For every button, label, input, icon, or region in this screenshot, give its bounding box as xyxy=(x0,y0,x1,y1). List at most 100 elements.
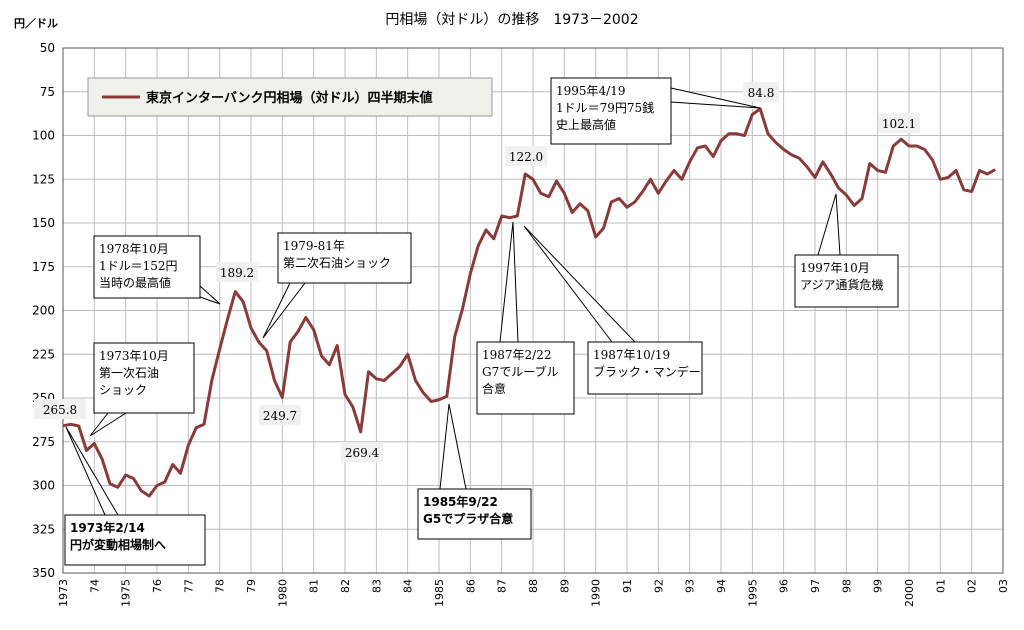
x-tick-label: 1995 xyxy=(746,579,759,607)
data-label: 122.0 xyxy=(509,150,543,164)
x-tick-label: 02 xyxy=(966,579,979,593)
x-tick-label: 1985 xyxy=(433,579,446,607)
callout-pointer xyxy=(65,426,119,516)
annotation-text: 1985年9/22 xyxy=(423,494,498,509)
y-tick-label: 175 xyxy=(32,260,55,274)
annotation-text: 1ドル＝79円75銭 xyxy=(556,100,654,115)
annotation-text: 円が変動相場制へ xyxy=(70,537,166,552)
x-tick-label: 99 xyxy=(872,579,885,593)
annotation-text: 1987年10/19 xyxy=(593,348,670,362)
legend-label: 東京インターバンク円相場（対ドル）四半期末値 xyxy=(146,90,433,106)
x-tick-label: 03 xyxy=(997,579,1010,593)
callout-pointer xyxy=(499,221,519,343)
annotation-text: 1979-81年 xyxy=(283,239,345,253)
x-tick-label: 81 xyxy=(308,579,321,593)
y-tick-label: 225 xyxy=(32,347,55,361)
annotation-callout: 1987年10/19 ブラック・マンデー xyxy=(523,225,703,395)
annotation-text: 史上最高値 xyxy=(556,117,616,132)
annotation-text: G5でプラザ合意 xyxy=(423,511,513,526)
data-label-bg xyxy=(878,113,920,133)
x-tick-label: 93 xyxy=(684,579,697,593)
x-tick-label: 01 xyxy=(934,579,947,593)
x-tick-label: 74 xyxy=(88,579,101,593)
callout-box xyxy=(550,77,672,145)
x-tick-label: 94 xyxy=(715,579,728,593)
annotation-text: 1997年10月 xyxy=(800,261,870,275)
annotation-text: ショック xyxy=(99,383,147,397)
chart-title: 円相場（対ドル）の推移 1973－2002 xyxy=(385,12,638,28)
data-label-bg xyxy=(259,405,301,425)
y-tick-label: 125 xyxy=(32,172,55,186)
y-tick-label: 350 xyxy=(32,566,55,580)
data-label: 249.7 xyxy=(263,409,297,423)
annotation-text: 1ドル＝152円 xyxy=(99,259,178,273)
x-tick-label: 88 xyxy=(527,579,540,593)
callout-pointer xyxy=(439,403,467,490)
y-tick-label: 275 xyxy=(32,435,55,449)
x-tick-label: 97 xyxy=(809,579,822,593)
data-label: 265.8 xyxy=(43,403,77,417)
y-tick-label: 100 xyxy=(32,129,55,143)
x-tick-label: 1975 xyxy=(120,579,133,607)
x-tick-label: 76 xyxy=(151,579,164,593)
x-tick-label: 1973 xyxy=(57,579,70,607)
legend-box xyxy=(87,77,493,117)
x-tick-label: 77 xyxy=(182,579,195,593)
x-tick-label: 2000 xyxy=(903,579,916,607)
y-tick-label: 325 xyxy=(32,522,55,536)
callout-box xyxy=(476,341,575,415)
annotation-text: 第一次石油 xyxy=(99,366,159,380)
x-tick-label: 83 xyxy=(370,579,383,593)
x-tick-label: 92 xyxy=(652,579,665,593)
annotation-text: 1973年10月 xyxy=(99,349,169,363)
annotation-text: アジア通貨危機 xyxy=(800,277,884,292)
x-tick-label: 82 xyxy=(339,579,352,593)
callout-box xyxy=(93,342,195,414)
legend: 東京インターバンク円相場（対ドル）四半期末値 xyxy=(87,77,493,117)
x-tick-label: 84 xyxy=(402,579,415,593)
annotation-text: 第二次石油ショック xyxy=(283,256,391,270)
x-tick-label: 98 xyxy=(840,579,853,593)
annotation-text: 合意 xyxy=(482,381,506,396)
x-tick-label: 96 xyxy=(778,579,791,593)
callout-pointer xyxy=(89,412,128,437)
y-tick-label: 200 xyxy=(32,304,55,318)
annotation-text: 1995年4/19 xyxy=(556,84,626,98)
annotation-text: ブラック・マンデー xyxy=(593,364,701,379)
annotation-text: G7でルーブル xyxy=(482,364,559,379)
data-label-bg xyxy=(34,399,86,419)
data-label: 84.8 xyxy=(748,86,775,100)
series-line-usdjpy xyxy=(62,107,996,498)
data-label-bg xyxy=(216,262,258,282)
x-tick-label: 1990 xyxy=(590,579,603,607)
x-tick-label: 89 xyxy=(558,579,571,593)
y-tick-label: 75 xyxy=(40,85,55,99)
gridlines xyxy=(62,47,1004,574)
data-label-bg xyxy=(341,442,383,462)
x-tick-label: 78 xyxy=(214,579,227,593)
y-tick-label: 300 xyxy=(32,479,55,493)
plot-frame xyxy=(62,47,1004,574)
annotation-text: 1987年2/22 xyxy=(482,348,552,362)
annotation-text: 当時の最高値 xyxy=(99,275,171,290)
y-unit-label: 円／ドル xyxy=(14,17,58,30)
x-tick-label: 87 xyxy=(496,579,509,593)
callout-box xyxy=(587,341,703,395)
annotation-callout: 1985年9/22 G5でプラザ合意 xyxy=(417,403,532,540)
y-tick-label: 150 xyxy=(32,216,55,230)
callout-box xyxy=(64,514,206,566)
annotation-text: 1973年2/14 xyxy=(70,520,145,535)
y-tick-label: 50 xyxy=(40,41,55,55)
callout-pointer xyxy=(199,284,221,305)
data-label: 189.2 xyxy=(220,266,254,280)
x-tick-label: 91 xyxy=(621,579,634,593)
callout-box xyxy=(417,488,532,540)
x-tick-label: 79 xyxy=(245,579,258,593)
callout-box xyxy=(277,232,412,284)
